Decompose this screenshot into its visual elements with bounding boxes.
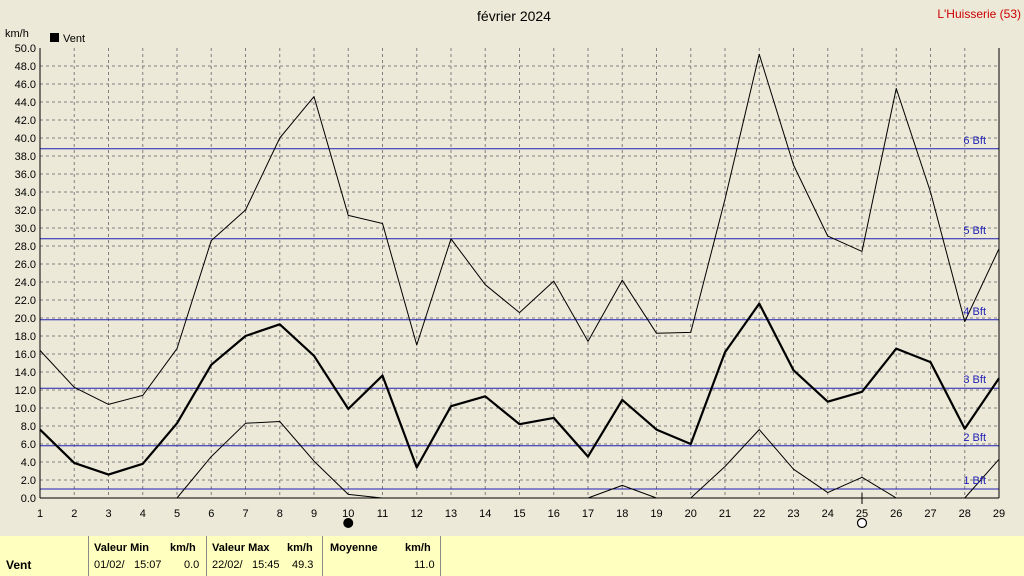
x-tick-label: 1	[37, 508, 43, 520]
x-tick-label: 27	[924, 508, 936, 520]
y-tick-label: 50.0	[15, 43, 36, 55]
y-tick-label: 28.0	[15, 241, 36, 253]
max-date: 22/02/	[212, 559, 243, 571]
x-tick-label: 18	[616, 508, 628, 520]
summary-label-cell: Vent	[0, 536, 89, 576]
x-tick-label: 8	[277, 508, 283, 520]
x-tick-label: 28	[959, 508, 971, 520]
full-moon-icon	[856, 517, 868, 529]
avg-value: 11.0	[414, 559, 435, 571]
x-tick-label: 10	[342, 508, 354, 520]
x-tick-label: 5	[174, 508, 180, 520]
y-tick-label: 40.0	[15, 133, 36, 145]
x-tick-label: 6	[208, 508, 214, 520]
x-tick-label: 16	[548, 508, 560, 520]
avg-header: Moyenne	[330, 542, 378, 554]
min-header: Valeur Min	[94, 542, 150, 554]
y-tick-label: 14.0	[15, 367, 36, 379]
y-tick-label: 24.0	[15, 277, 36, 289]
beaufort-label: 5 Bft	[963, 225, 986, 237]
max-time: 15:45	[252, 559, 280, 571]
summary-avg-cell: Moyenne km/h 11.0	[322, 536, 441, 576]
beaufort-label: 4 Bft	[963, 306, 986, 318]
x-tick-label: 21	[719, 508, 731, 520]
new-moon-icon	[343, 518, 354, 528]
x-tick-label: 22	[753, 508, 765, 520]
x-tick-label: 11	[377, 508, 388, 520]
min-unit: km/h	[170, 542, 196, 554]
min-time: 15:07	[134, 559, 162, 571]
legend-swatch	[50, 33, 59, 42]
y-tick-label: 20.0	[15, 313, 36, 325]
x-tick-label: 20	[685, 508, 697, 520]
avg-unit: km/h	[405, 542, 431, 554]
x-tick-label: 26	[890, 508, 902, 520]
x-tick-label: 25	[856, 508, 868, 520]
y-tick-label: 22.0	[15, 295, 36, 307]
wind-chart: 1 Bft 2 Bft 3 Bft 4 Bft 5 Bft 6 Bft 0.0 2.0 4.0 6…	[5, 7, 1021, 529]
y-tick-label: 30.0	[15, 223, 36, 235]
x-tick-label: 23	[787, 508, 799, 520]
x-tick-label: 3	[105, 508, 111, 520]
min-date: 01/02/	[94, 559, 125, 571]
max-header: Valeur Max	[212, 542, 270, 554]
summary-max-cell: Valeur Max km/h 22/02/ 15:45 49.3	[206, 536, 323, 576]
y-tick-label: 32.0	[15, 205, 36, 217]
series-mean-line	[39, 302, 1000, 476]
max-value: 49.3	[292, 559, 314, 571]
y-axis-unit: km/h	[5, 28, 29, 40]
y-tick-label: 0.0	[21, 493, 36, 505]
chart-title: février 2024	[477, 8, 551, 24]
y-tick-label: 16.0	[15, 349, 36, 361]
y-tick-label: 10.0	[15, 403, 36, 415]
x-tick-label: 4	[140, 508, 146, 520]
y-tick-label: 38.0	[15, 151, 36, 163]
summary-min-cell: Valeur Min km/h 01/02/ 15:07 0.0	[88, 536, 207, 576]
y-tick-label: 26.0	[15, 259, 36, 271]
y-tick-label: 46.0	[15, 79, 36, 91]
y-tick-label: 12.0	[15, 385, 36, 397]
x-tick-label: 14	[479, 508, 491, 520]
summary-row-label: Vent	[6, 558, 32, 572]
y-tick-label: 8.0	[21, 421, 36, 433]
y-tick-label: 18.0	[15, 331, 36, 343]
x-tick-label: 29	[993, 508, 1005, 520]
x-tick-label: 12	[411, 508, 423, 520]
legend-label: Vent	[63, 33, 85, 45]
y-tick-label: 34.0	[15, 187, 36, 199]
station-name: L'Huisserie (53)	[937, 7, 1021, 21]
beaufort-label: 3 Bft	[963, 374, 986, 386]
y-tick-label: 42.0	[15, 115, 36, 127]
y-tick-label: 48.0	[15, 61, 36, 73]
beaufort-label: 1 Bft	[963, 475, 986, 487]
summary-footer	[0, 536, 1024, 576]
x-tick-label: 17	[582, 508, 594, 520]
y-tick-label: 6.0	[21, 439, 36, 451]
max-unit: km/h	[287, 542, 313, 554]
series-max-line	[39, 53, 1000, 405]
min-value: 0.0	[184, 559, 200, 571]
x-tick-label: 24	[822, 508, 834, 520]
x-tick-label: 19	[650, 508, 662, 520]
x-tick-label: 7	[242, 508, 248, 520]
y-tick-label: 44.0	[15, 97, 36, 109]
x-tick-label: 13	[445, 508, 457, 520]
x-tick-label: 15	[513, 508, 525, 520]
x-tick-label: 9	[311, 508, 317, 520]
y-tick-label: 36.0	[15, 169, 36, 181]
beaufort-label: 2 Bft	[963, 432, 986, 444]
x-tick-label: 2	[71, 508, 77, 520]
beaufort-label: 6 Bft	[963, 135, 986, 147]
y-tick-label: 2.0	[21, 475, 36, 487]
series-min-line	[176, 421, 1000, 499]
y-tick-label: 4.0	[21, 457, 36, 469]
